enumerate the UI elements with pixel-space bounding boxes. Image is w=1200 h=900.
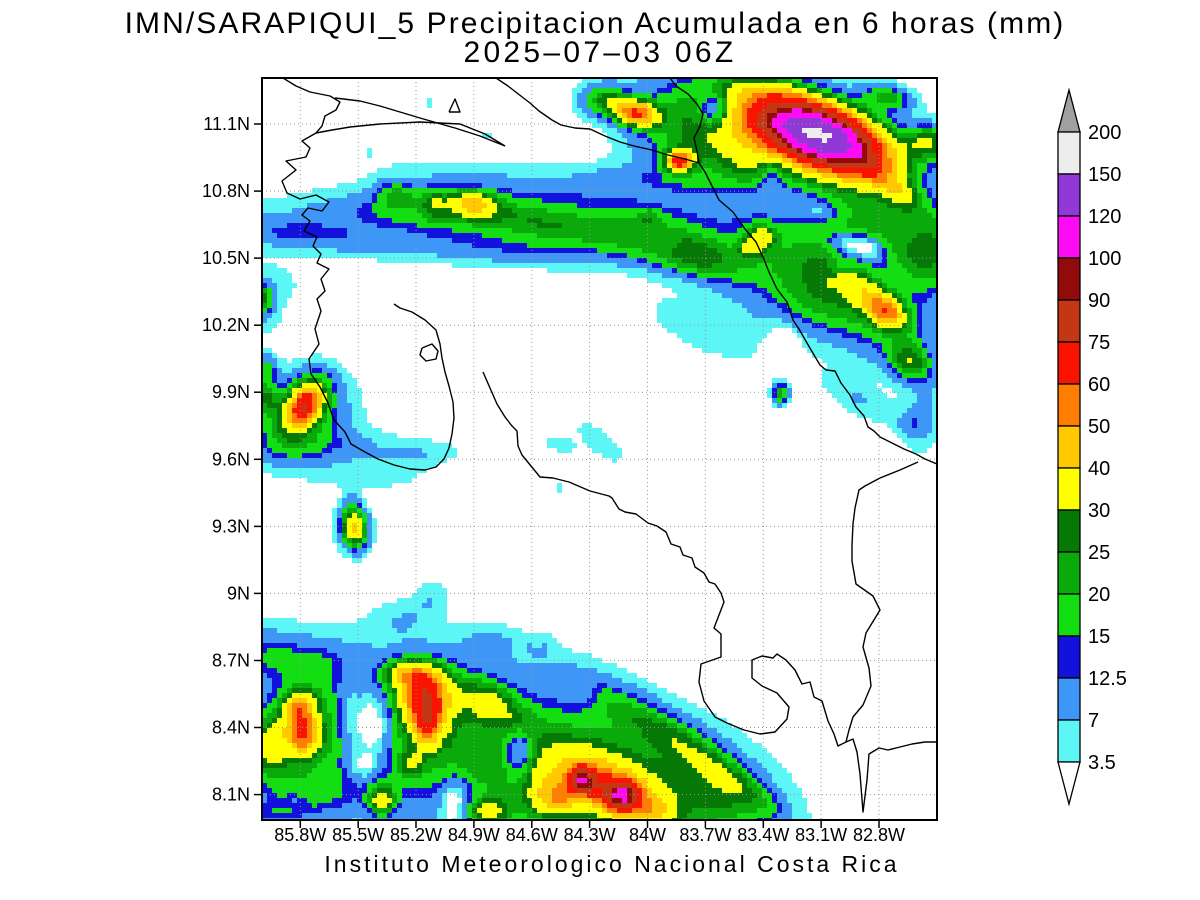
svg-text:84.6W: 84.6W — [506, 825, 558, 845]
svg-text:83.1W: 83.1W — [795, 825, 847, 845]
svg-text:3.5: 3.5 — [1088, 752, 1116, 774]
svg-text:11.1N: 11.1N — [203, 114, 250, 134]
svg-text:75: 75 — [1088, 332, 1110, 354]
svg-text:30: 30 — [1088, 500, 1110, 522]
svg-text:2025–07–03 06Z: 2025–07–03 06Z — [463, 36, 736, 69]
svg-text:IMN/SARAPIQUI_5 Precipitacion: IMN/SARAPIQUI_5 Precipitacion Acumulada … — [125, 7, 1066, 40]
svg-text:Instituto Meteorologico Nacion: Instituto Meteorologico Nacional Costa R… — [324, 851, 899, 877]
svg-text:9N: 9N — [227, 583, 250, 603]
svg-text:15: 15 — [1088, 626, 1110, 648]
svg-text:9.6N: 9.6N — [212, 449, 250, 469]
svg-text:85.2W: 85.2W — [390, 825, 442, 845]
svg-text:9.9N: 9.9N — [212, 382, 250, 402]
svg-text:84.3W: 84.3W — [564, 825, 616, 845]
svg-text:60: 60 — [1088, 374, 1110, 396]
svg-text:82.8W: 82.8W — [853, 825, 905, 845]
svg-text:10.2N: 10.2N — [202, 315, 250, 335]
svg-text:9.3N: 9.3N — [212, 516, 250, 536]
svg-text:100: 100 — [1088, 248, 1121, 270]
svg-text:90: 90 — [1088, 290, 1110, 312]
svg-text:120: 120 — [1088, 206, 1121, 228]
svg-text:25: 25 — [1088, 542, 1110, 564]
svg-text:20: 20 — [1088, 584, 1110, 606]
svg-text:8.4N: 8.4N — [212, 718, 250, 738]
svg-text:50: 50 — [1088, 416, 1110, 438]
svg-text:12.5: 12.5 — [1088, 668, 1127, 690]
svg-text:85.8W: 85.8W — [274, 825, 326, 845]
svg-text:83.7W: 83.7W — [679, 825, 731, 845]
svg-text:8.1N: 8.1N — [212, 785, 250, 805]
svg-text:10.5N: 10.5N — [202, 248, 250, 268]
svg-text:84W: 84W — [629, 825, 666, 845]
svg-text:200: 200 — [1088, 122, 1121, 144]
svg-text:83.4W: 83.4W — [737, 825, 789, 845]
svg-text:150: 150 — [1088, 164, 1121, 186]
svg-text:8.7N: 8.7N — [212, 651, 250, 671]
svg-text:40: 40 — [1088, 458, 1110, 480]
svg-text:85.5W: 85.5W — [332, 825, 384, 845]
svg-text:84.9W: 84.9W — [448, 825, 500, 845]
svg-text:7: 7 — [1088, 710, 1099, 732]
svg-text:10.8N: 10.8N — [202, 181, 250, 201]
